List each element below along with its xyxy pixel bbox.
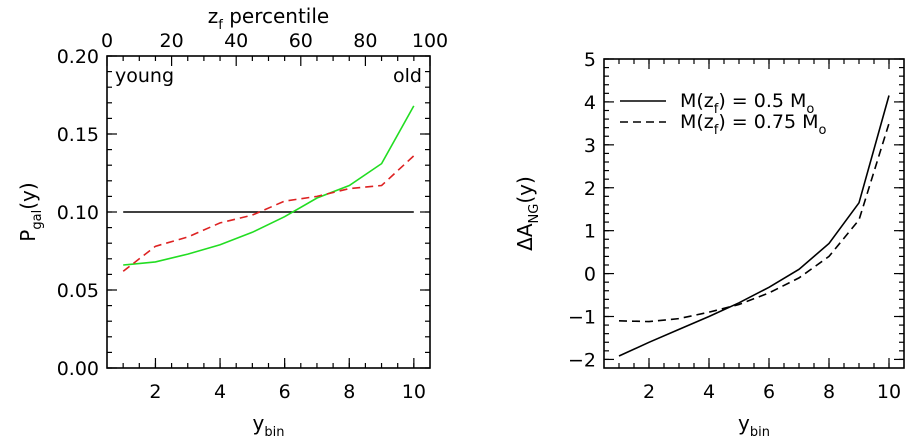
legend-label-2: M(zf) = 0.75 Mo — [680, 111, 827, 138]
top-tick-label: 60 — [289, 30, 313, 52]
top-axis-label-main: z — [208, 4, 219, 28]
x-axis-label: ybin — [738, 411, 770, 440]
y-tick-label: 0 — [584, 264, 596, 286]
x-axis-label: ybin — [253, 411, 285, 440]
annotation-old: old — [393, 65, 422, 87]
x-tick-label: 8 — [343, 381, 355, 403]
y-tick-label: 3 — [584, 135, 596, 157]
x-tick-label: 4 — [214, 381, 226, 403]
y-axis-label: Pgal(y) — [16, 182, 45, 241]
x-axis-label-main: y — [738, 411, 750, 435]
y-axis-label-tail: (y) — [16, 182, 40, 209]
x-tick-label: 2 — [149, 381, 161, 403]
y-axis-label-main: P — [16, 230, 40, 242]
x-tick-label: 10 — [877, 381, 901, 403]
series-line-1 — [618, 95, 890, 357]
x-axis-label-main: y — [253, 411, 265, 435]
y-tick-label: 4 — [584, 92, 596, 114]
top-tick-label: 100 — [412, 30, 448, 52]
y-axis-label-sub: NG — [527, 204, 542, 224]
top-axis-label: zf percentile — [208, 4, 329, 33]
series-line-2 — [618, 123, 890, 323]
top-tick-label: 0 — [101, 30, 113, 52]
x-tick-label: 6 — [279, 381, 291, 403]
x-tick-label: 2 — [643, 381, 655, 403]
legend-label-main: M(z — [680, 111, 714, 133]
legend-label-tail: ) = 0.5 M — [718, 90, 806, 112]
x-tick-label: 8 — [823, 381, 835, 403]
y-tick-label: 2 — [584, 178, 596, 200]
top-tick-label: 20 — [160, 30, 184, 52]
y-axis-label-main: ΔA — [513, 223, 537, 251]
x-tick-label: 6 — [763, 381, 775, 403]
y-tick-label: 0.20 — [57, 46, 99, 68]
annotation-young: young — [115, 65, 174, 87]
legend-label-sub2: o — [819, 123, 827, 138]
top-axis-label-sub: f — [218, 18, 223, 33]
legend-label-1: M(zf) = 0.5 Mo — [680, 90, 814, 117]
y-axis-label-tail: (y) — [513, 176, 537, 203]
x-axis-label-sub: bin — [264, 425, 284, 440]
y-tick-label: −2 — [568, 349, 596, 371]
top-tick-label: 80 — [353, 30, 377, 52]
y-tick-label: 0.15 — [57, 124, 99, 146]
legend-label-main: M(z — [680, 90, 714, 112]
y-tick-label: 0.00 — [57, 358, 99, 380]
y-tick-label: 5 — [584, 49, 596, 71]
top-axis-label-tail: percentile — [223, 4, 329, 28]
legend-label-sub: f — [714, 102, 719, 117]
y-tick-label: 1 — [584, 221, 596, 243]
top-tick-label: 40 — [224, 30, 248, 52]
series-line-2 — [123, 105, 415, 266]
series-line-3 — [122, 155, 415, 272]
y-tick-label: 0.10 — [57, 202, 99, 224]
legend-label-sub2: o — [806, 102, 814, 117]
x-tick-label: 10 — [402, 381, 426, 403]
left-chart-panel: 2 4 6 8 10 0.00 0.05 0.10 0.15 0.20 ybin Pgal(y) 0 20… — [16, 4, 448, 440]
x-axis-label-sub: bin — [750, 425, 770, 440]
y-axis-label-sub: gal — [30, 210, 45, 230]
legend-label-sub: f — [714, 123, 719, 138]
y-axis-label: ΔANG(y) — [513, 176, 542, 251]
legend-label-tail: ) = 0.75 M — [718, 111, 818, 133]
y-tick-label: −1 — [568, 307, 596, 329]
y-tick-label: 0.05 — [57, 280, 99, 302]
x-tick-label: 4 — [703, 381, 715, 403]
